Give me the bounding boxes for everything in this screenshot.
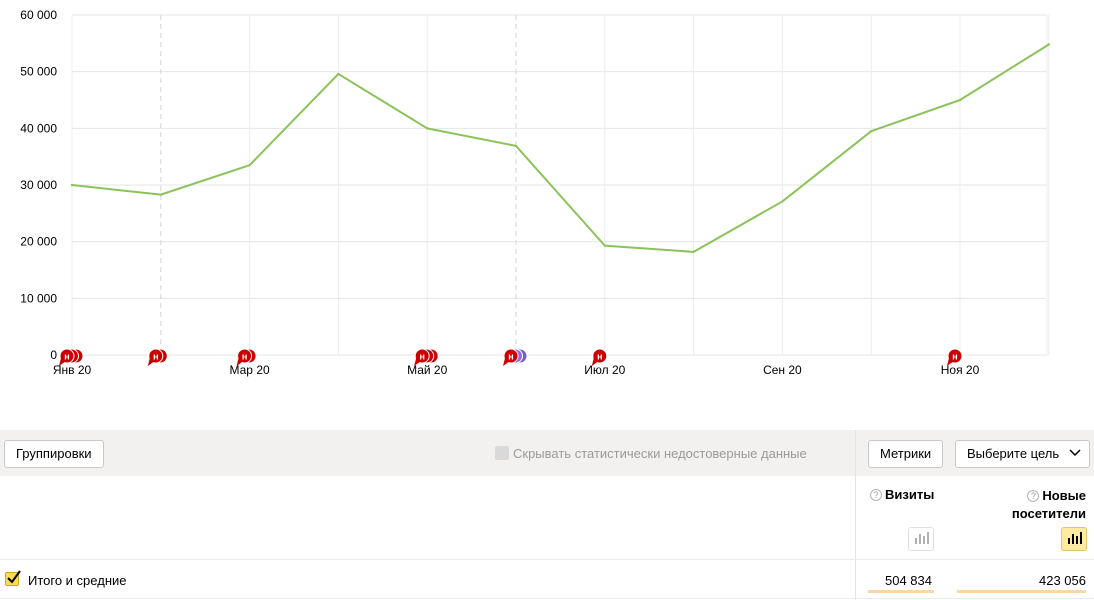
series-point xyxy=(692,250,695,254)
annotation-letter: н xyxy=(952,352,957,362)
column-divider xyxy=(855,430,856,600)
totals-new-visitors-share-bar xyxy=(957,590,1086,593)
y-tick-label: 30 000 xyxy=(20,178,57,192)
annotation-tail xyxy=(147,358,155,366)
chevron-down-icon xyxy=(1069,449,1081,457)
hide-unreliable-data-checkbox[interactable]: Скрывать статистически недостоверные дан… xyxy=(495,446,807,461)
x-tick-label: Мар 20 xyxy=(230,363,270,377)
hide-unreliable-label: Скрывать статистически недостоверные дан… xyxy=(513,446,807,461)
y-tick-label: 0 xyxy=(50,348,57,362)
y-axis-ticks: 0 10 000 20 000 30 000 40 000 50 000 60 000 xyxy=(20,8,57,362)
visits-line-chart: 0 10 000 20 000 30 000 40 000 50 000 60 000 Ян… xyxy=(20,8,1051,377)
column-header-visits[interactable]: ? Визиты xyxy=(870,487,936,502)
series-line xyxy=(71,43,1050,253)
annotation-letter: н xyxy=(242,352,247,362)
totals-new-visitors-value: 423 056 xyxy=(1039,573,1086,588)
annotation-letter: н xyxy=(508,352,513,362)
column-header-new-visitors[interactable]: ? Новые посетители xyxy=(966,487,1086,523)
y-tick-label: 10 000 xyxy=(20,291,57,305)
row-separator xyxy=(0,559,1094,560)
series-point xyxy=(603,244,606,247)
annotation-marker-icon: н xyxy=(591,348,608,366)
chart-series xyxy=(70,43,1051,254)
series-point xyxy=(337,72,340,76)
annotation-marker-icon: н xyxy=(414,348,439,366)
annotation-marker-icon: н xyxy=(947,348,963,366)
help-icon[interactable]: ? xyxy=(1027,490,1040,502)
series-point xyxy=(159,193,162,196)
annotation-marker-icon: н xyxy=(236,348,257,366)
metrics-button[interactable]: Метрики xyxy=(868,440,944,468)
y-tick-label: 60 000 xyxy=(20,8,57,22)
checkmark-icon xyxy=(7,570,21,584)
x-tick-label: Ноя 20 xyxy=(941,363,980,377)
visits-header-label: Визиты xyxy=(885,487,935,502)
series-point xyxy=(781,200,784,203)
totals-visits-value: 504 834 xyxy=(885,573,932,588)
x-axis-ticks: Янв 20 Мар 20 Май 20 Июл 20 Сен 20 Ноя 20 xyxy=(53,363,980,377)
x-tick-label: Янв 20 xyxy=(53,363,92,377)
x-tick-label: Сен 20 xyxy=(763,363,802,377)
chart-grid xyxy=(71,14,1050,356)
annotation-tail xyxy=(503,358,510,366)
help-icon[interactable]: ? xyxy=(870,489,882,501)
series-point xyxy=(1047,43,1051,46)
groupings-button[interactable]: Группировки xyxy=(4,440,104,468)
checkbox-icon[interactable] xyxy=(495,446,509,460)
visits-chart-toggle-icon[interactable] xyxy=(908,527,934,551)
y-tick-label: 20 000 xyxy=(20,235,57,249)
annotation-letter: н xyxy=(419,352,424,362)
annotation-letter: н xyxy=(597,352,602,362)
annotation-tail xyxy=(236,358,244,366)
totals-label: Итого и средние xyxy=(28,573,127,588)
new-visitors-chart-toggle-icon[interactable] xyxy=(1061,527,1087,551)
series-point xyxy=(70,183,74,187)
series-point xyxy=(514,144,518,148)
series-point xyxy=(248,163,251,167)
select-goal-dropdown[interactable]: Выберите цель xyxy=(955,440,1091,468)
totals-checkbox[interactable] xyxy=(5,570,21,586)
annotation-marker-icon: н xyxy=(59,348,84,366)
report-toolbar: Группировки Скрывать статистически недос… xyxy=(0,430,1094,476)
annotation-letter: н xyxy=(153,352,158,362)
y-tick-label: 40 000 xyxy=(20,121,57,135)
series-point xyxy=(958,98,962,102)
new-visitors-header-label: Новые посетители xyxy=(1011,488,1086,521)
annotation-tail xyxy=(947,358,954,366)
annotation-letter: н xyxy=(64,352,69,362)
annotation-tail xyxy=(591,358,599,366)
series-point xyxy=(426,127,429,130)
totals-visits-share-bar xyxy=(868,590,934,593)
series-point xyxy=(870,129,873,133)
x-tick-label: Май 20 xyxy=(407,363,448,377)
x-tick-label: Июл 20 xyxy=(584,363,625,377)
annotation-tail xyxy=(59,358,66,366)
annotation-marker-icon: н xyxy=(147,348,168,366)
annotation-marker-icon: н xyxy=(503,348,528,366)
annotation-tail xyxy=(414,358,422,366)
select-goal-label: Выберите цель xyxy=(967,446,1060,461)
row-separator xyxy=(0,598,1094,599)
y-tick-label: 50 000 xyxy=(20,65,57,79)
